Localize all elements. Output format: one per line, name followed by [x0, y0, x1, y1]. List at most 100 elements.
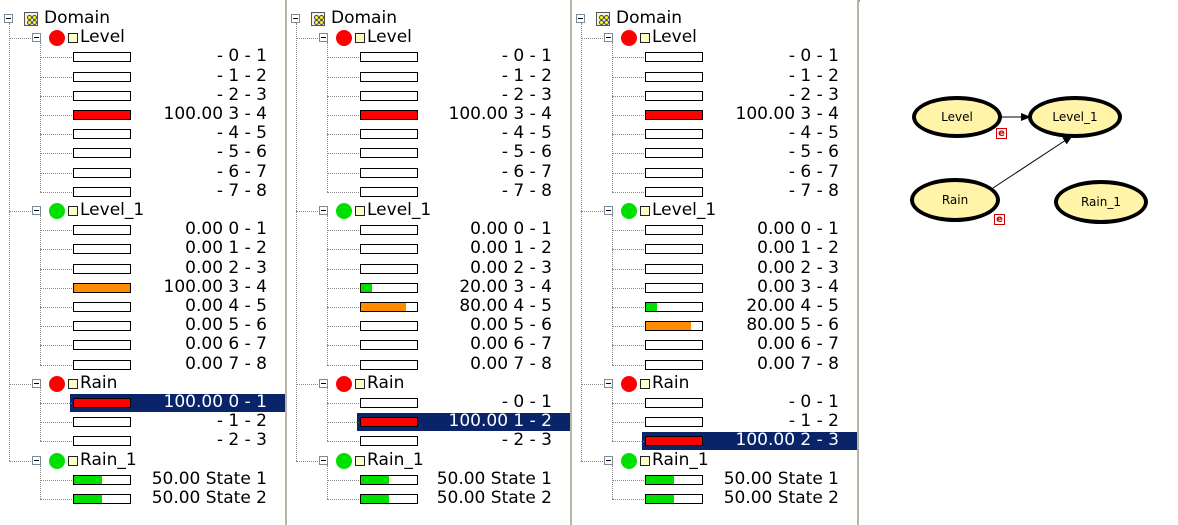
state-probability-bar[interactable]	[360, 225, 418, 236]
state-probability-bar[interactable]	[73, 110, 131, 120]
node-square-icon[interactable]	[640, 33, 650, 44]
state-probability-bar[interactable]	[360, 244, 418, 255]
domain-tree-pane-3[interactable]: Domain Level - 0 - 1 - 1 - 2 - 2 - 3 100.0…	[572, 0, 857, 525]
state-probability-bar[interactable]	[645, 71, 703, 82]
state-probability-bar[interactable]	[73, 167, 131, 178]
collapse-toggle-icon[interactable]	[319, 33, 328, 43]
state-probability-bar[interactable]	[360, 90, 418, 101]
state-probability-bar[interactable]	[360, 71, 418, 82]
state-probability-bar[interactable]	[360, 436, 418, 447]
network-node-rain[interactable]: Rain	[910, 178, 1000, 222]
state-probability-bar[interactable]	[360, 474, 418, 485]
state-probability-bar[interactable]	[360, 417, 418, 428]
state-probability-bar[interactable]	[645, 110, 703, 120]
state-probability-bar[interactable]	[645, 263, 703, 274]
state-probability-bar[interactable]	[73, 244, 131, 255]
node-square-icon[interactable]	[640, 206, 650, 216]
collapse-toggle-icon[interactable]	[576, 14, 585, 23]
state-probability-bar[interactable]	[73, 321, 131, 332]
state-probability-bar[interactable]	[73, 282, 131, 293]
state-probability-bar[interactable]	[73, 148, 131, 159]
state-probability-bar[interactable]	[645, 225, 703, 236]
state-probability-bar[interactable]	[360, 148, 418, 159]
state-probability-bar[interactable]	[645, 494, 703, 504]
domain-tree-pane-2[interactable]: Domain Level - 0 - 1 - 1 - 2 - 2 - 3 100.0…	[287, 0, 570, 525]
state-probability-bar[interactable]	[645, 52, 703, 63]
collapse-toggle-icon[interactable]	[319, 378, 328, 388]
state-probability-bar[interactable]	[645, 417, 703, 428]
state-probability-bar[interactable]	[73, 436, 131, 447]
node-square-icon[interactable]	[640, 378, 650, 389]
state-probability-bar[interactable]	[73, 340, 131, 351]
state-probability-bar[interactable]	[360, 282, 418, 293]
state-probability-bar[interactable]	[360, 302, 418, 312]
pane-divider[interactable]	[285, 0, 287, 525]
node-square-icon[interactable]	[68, 378, 78, 389]
state-probability-bar[interactable]	[645, 282, 703, 293]
state-probability-bar[interactable]	[645, 186, 703, 197]
node-square-icon[interactable]	[68, 455, 78, 466]
state-probability-bar[interactable]	[360, 110, 418, 120]
node-square-icon[interactable]	[355, 206, 365, 216]
state-probability-bar[interactable]	[645, 167, 703, 178]
network-node-rain1[interactable]: Rain_1	[1054, 180, 1148, 224]
collapse-toggle-icon[interactable]	[319, 455, 328, 465]
state-probability-bar[interactable]	[645, 398, 703, 408]
state-probability-bar[interactable]	[360, 167, 418, 178]
collapse-toggle-icon[interactable]	[32, 33, 41, 43]
state-probability-bar[interactable]	[73, 474, 131, 485]
state-probability-bar[interactable]	[360, 186, 418, 197]
state-probability-bar[interactable]	[73, 186, 131, 197]
state-probability-bar[interactable]	[360, 263, 418, 274]
state-probability-bar[interactable]	[645, 90, 703, 101]
state-probability-bar[interactable]	[645, 244, 703, 255]
state-probability-bar[interactable]	[360, 359, 418, 370]
collapse-toggle-icon[interactable]	[604, 33, 613, 43]
state-probability-bar[interactable]	[360, 340, 418, 351]
state-probability-bar[interactable]	[73, 52, 131, 63]
collapse-toggle-icon[interactable]	[604, 378, 613, 388]
state-probability-bar[interactable]	[73, 71, 131, 82]
state-probability-bar[interactable]	[645, 474, 703, 485]
state-probability-bar[interactable]	[73, 263, 131, 274]
collapse-toggle-icon[interactable]	[291, 14, 300, 23]
pane-divider[interactable]	[857, 0, 859, 525]
collapse-toggle-icon[interactable]	[32, 206, 41, 215]
node-square-icon[interactable]	[68, 33, 78, 44]
collapse-toggle-icon[interactable]	[319, 206, 328, 215]
state-probability-bar[interactable]	[73, 398, 131, 408]
state-probability-bar[interactable]	[73, 225, 131, 236]
collapse-toggle-icon[interactable]	[4, 14, 13, 23]
collapse-toggle-icon[interactable]	[604, 206, 613, 215]
state-probability-bar[interactable]	[73, 302, 131, 312]
state-probability-bar[interactable]	[360, 52, 418, 63]
collapse-toggle-icon[interactable]	[604, 455, 613, 465]
state-probability-bar[interactable]	[73, 90, 131, 101]
state-probability-bar[interactable]	[360, 321, 418, 332]
node-square-icon[interactable]	[640, 455, 650, 466]
state-probability-bar[interactable]	[645, 148, 703, 159]
state-probability-bar[interactable]	[73, 129, 131, 140]
node-square-icon[interactable]	[355, 33, 365, 44]
node-square-icon[interactable]	[355, 378, 365, 389]
network-node-level1[interactable]: Level_1	[1028, 96, 1122, 138]
state-probability-bar[interactable]	[360, 129, 418, 140]
state-probability-bar[interactable]	[73, 417, 131, 428]
state-probability-bar[interactable]	[360, 398, 418, 408]
state-probability-bar[interactable]	[360, 494, 418, 504]
network-pane[interactable]: Level e Level_1 Rain e Rain_1	[860, 0, 1178, 525]
state-probability-bar[interactable]	[73, 359, 131, 370]
state-probability-bar[interactable]	[645, 321, 703, 332]
state-probability-bar[interactable]	[645, 340, 703, 351]
state-probability-bar[interactable]	[645, 359, 703, 370]
node-square-icon[interactable]	[68, 206, 78, 216]
pane-divider[interactable]	[570, 0, 572, 525]
node-square-icon[interactable]	[355, 455, 365, 466]
collapse-toggle-icon[interactable]	[32, 455, 41, 465]
state-probability-bar[interactable]	[73, 494, 131, 504]
network-node-level[interactable]: Level	[912, 96, 1002, 138]
collapse-toggle-icon[interactable]	[32, 378, 41, 388]
domain-tree-pane-1[interactable]: Domain Level - 0 - 1 - 1 - 2 - 2 - 3 100.0…	[0, 0, 285, 525]
state-probability-bar[interactable]	[645, 129, 703, 140]
state-probability-bar[interactable]	[645, 436, 703, 447]
